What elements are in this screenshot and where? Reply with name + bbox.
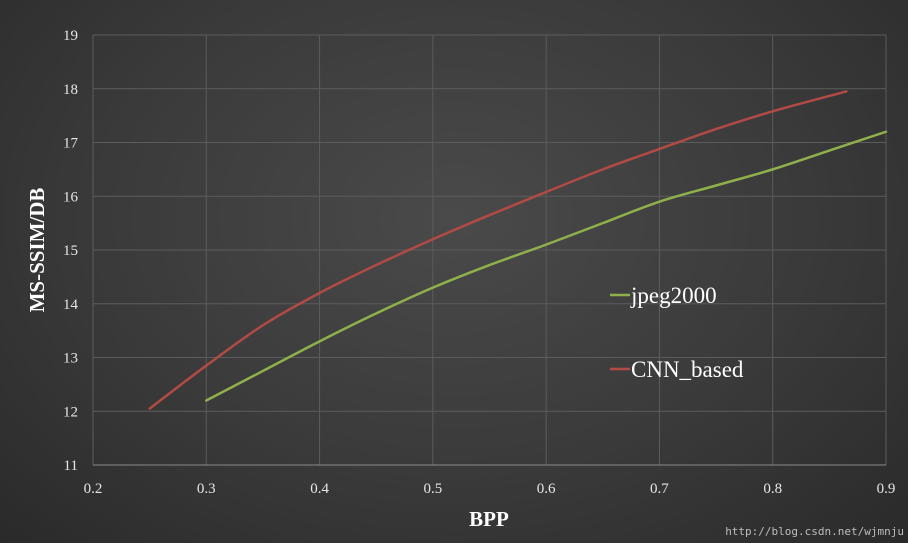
y-axis-title: MS-SSIM/DB xyxy=(25,188,49,313)
x-tick-labels: 0.2 0.3 0.4 0.5 0.6 0.7 0.8 0.9 xyxy=(84,481,896,497)
y-tick-label: 16 xyxy=(63,189,79,205)
x-tick-label: 0.6 xyxy=(537,481,556,497)
x-tick-label: 0.2 xyxy=(84,481,103,497)
x-tick-label: 0.9 xyxy=(877,481,896,497)
x-tick-label: 0.8 xyxy=(763,481,782,497)
y-tick-labels: 11 12 13 14 15 16 17 18 19 xyxy=(63,28,79,474)
x-tick-label: 0.3 xyxy=(197,481,216,497)
y-tick-label: 14 xyxy=(63,297,79,313)
series-line-jpeg2000 xyxy=(205,130,888,402)
legend-label-jpeg2000: jpeg2000 xyxy=(630,283,717,308)
y-tick-label: 17 xyxy=(63,136,79,152)
y-tick-label: 13 xyxy=(63,351,78,367)
watermark: http://blog.csdn.net/wjmnju xyxy=(725,525,904,538)
grid xyxy=(92,34,887,466)
legend-label-cnn-based: CNN_based xyxy=(631,357,744,382)
series-lines xyxy=(148,90,888,410)
x-tick-label: 0.4 xyxy=(310,481,329,497)
legend: jpeg2000 CNN_based xyxy=(610,283,744,382)
y-tick-label: 19 xyxy=(63,28,78,44)
axes xyxy=(92,35,886,466)
series-line-cnn-based xyxy=(148,90,848,410)
y-tick-label: 18 xyxy=(63,82,78,98)
x-axis-title: BPP xyxy=(469,507,509,531)
x-tick-label: 0.5 xyxy=(423,481,442,497)
x-tick-label: 0.7 xyxy=(650,481,669,497)
y-tick-label: 15 xyxy=(63,243,78,259)
y-tick-label: 11 xyxy=(64,458,78,474)
y-tick-label: 12 xyxy=(63,404,78,420)
